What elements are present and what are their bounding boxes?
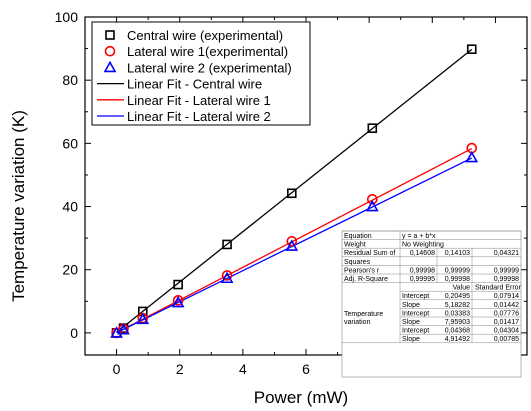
data-point	[466, 44, 477, 55]
data-point	[286, 235, 298, 247]
table-group-label: variation	[344, 319, 371, 326]
table-cell: Adj. R-Square	[344, 276, 388, 283]
data-point	[117, 323, 130, 335]
x-tick-label: 6	[302, 361, 310, 377]
table-cell: 0,14103	[445, 250, 470, 257]
table-cell: 0,99998	[494, 276, 519, 283]
legend-box	[91, 21, 311, 126]
data-point	[222, 239, 232, 250]
table-cell: 0,20495	[445, 293, 470, 300]
table-cell: 0,03383	[445, 310, 470, 317]
data-point	[286, 188, 297, 199]
legend-marker	[103, 60, 117, 73]
data-point	[365, 199, 379, 212]
table-cell: 0,99995	[410, 276, 435, 283]
x-tick-label: 0	[113, 361, 121, 377]
table-cell: Slope	[402, 302, 420, 309]
table-cell: Equation	[344, 233, 372, 240]
x-axis-title: Power (mW)	[254, 388, 348, 407]
data-point	[465, 150, 479, 163]
table-cell: Value	[453, 285, 470, 292]
table-group-label: Temperature	[344, 311, 383, 318]
y-tick-label: 20	[62, 262, 78, 278]
table-cell: Residual Sum of	[344, 250, 395, 257]
table-cell: 0,14608	[410, 250, 435, 257]
data-points	[110, 44, 479, 339]
table-cell: Intercept	[402, 328, 429, 335]
table-cell: 0,99999	[494, 267, 519, 274]
table-cell: Slope	[402, 319, 420, 326]
legend-label: Linear Fit - Lateral wire 1	[127, 93, 271, 108]
data-point	[173, 279, 183, 290]
table-cell: 4,91492	[445, 336, 470, 343]
table-cell: 5,18282	[445, 302, 470, 309]
table-cell: 0,00785	[494, 336, 519, 343]
table-cell: Weight	[344, 242, 366, 249]
table-cell: 0,07776	[494, 310, 519, 317]
x-tick-label: 4	[239, 361, 247, 377]
table-cell: 0,04368	[445, 328, 470, 335]
table-cell: 0,01417	[494, 319, 519, 326]
table-cell: y = a + b*x	[402, 233, 436, 240]
legend-marker	[105, 30, 115, 40]
y-tick-label: 0	[70, 325, 78, 341]
table-cell: 0,01442	[494, 302, 519, 309]
data-point	[136, 312, 150, 325]
legend-marker	[104, 45, 116, 57]
y-axis-title: Temperature variation (K)	[9, 110, 28, 302]
table-cell: 0,99998	[445, 276, 470, 283]
table-cell: 0,07914	[494, 293, 519, 300]
legend-label: Linear Fit - Central wire	[127, 77, 262, 92]
y-tick-label: 40	[62, 199, 78, 215]
table-cell: No Weighting	[402, 242, 444, 249]
legend-label: Central wire (experimental)	[127, 28, 283, 43]
table-cell: Squares	[344, 259, 371, 266]
data-point	[172, 295, 184, 306]
table-cell: 0,99999	[445, 267, 470, 274]
legend-label: Lateral wire 2 (experimental)	[127, 60, 292, 75]
y-tick-label: 60	[62, 135, 78, 151]
table-cell: Intercept	[402, 293, 429, 300]
data-point	[221, 270, 233, 281]
data-point	[220, 271, 234, 284]
table-cell: Pearson's r	[344, 267, 380, 274]
fit-results-table: Equation y = a + b*x Weight No Weighting Res…	[341, 230, 522, 378]
legend-label: Linear Fit - Lateral wire 2	[127, 109, 271, 124]
fit-line	[116, 48, 473, 333]
data-point	[285, 239, 299, 251]
table-cell: Slope	[402, 336, 420, 343]
table-cell: Intercept	[402, 310, 429, 317]
table-cell: 0,04304	[494, 328, 519, 335]
table-cell: 0,99998	[410, 267, 435, 274]
data-point	[367, 123, 378, 133]
table-cell: Standard Error	[475, 285, 522, 292]
table-cell: 7,95903	[445, 319, 470, 326]
x-tick-label: 2	[176, 361, 184, 377]
legend-label: Lateral wire 1(experimental)	[127, 44, 288, 59]
legend: Central wire (experimental)Lateral wire …	[91, 21, 311, 126]
table-cell: 0,04321	[494, 250, 519, 257]
data-point	[366, 193, 378, 205]
y-tick-label: 80	[62, 72, 78, 88]
y-tick-label: 100	[55, 9, 79, 25]
data-point	[171, 295, 185, 308]
